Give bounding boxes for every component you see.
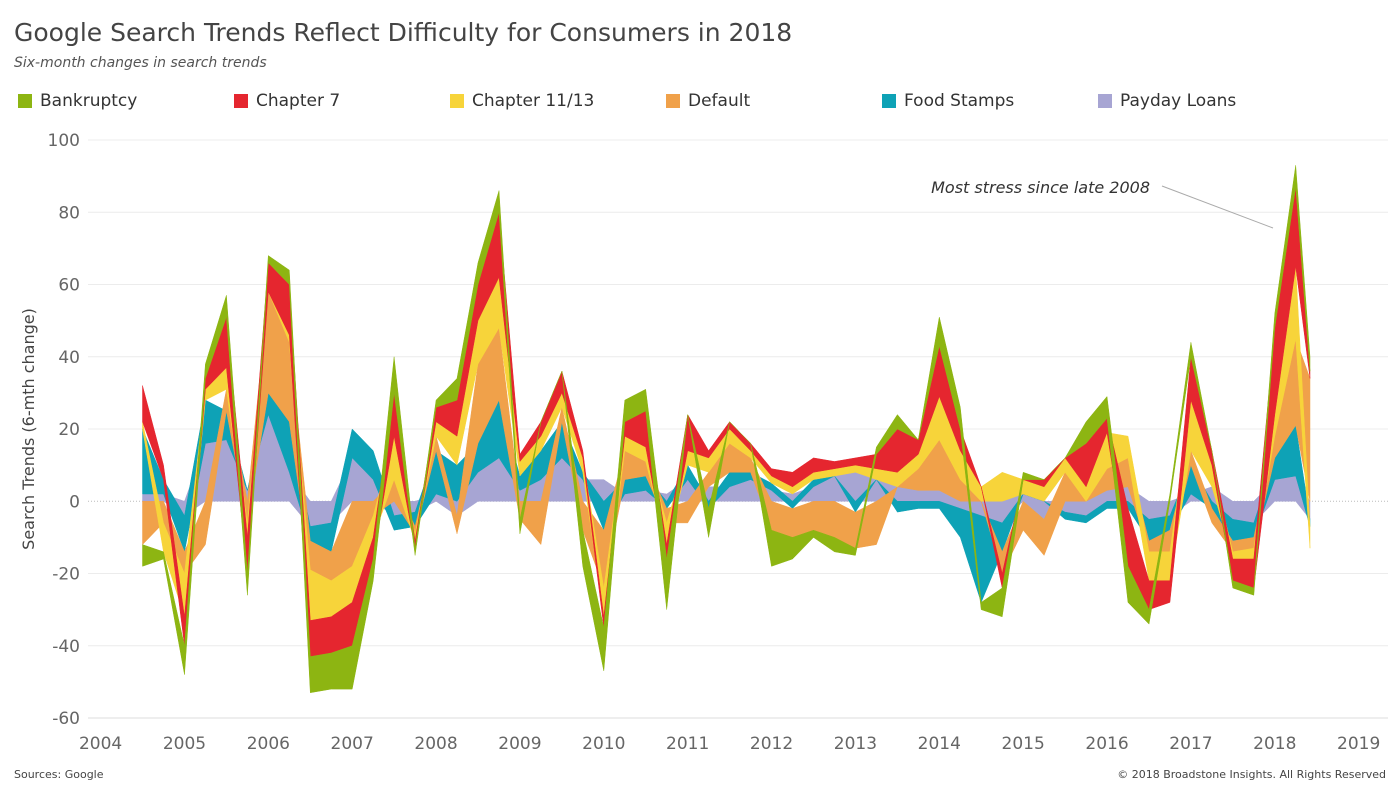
x-tick-label: 2005 (163, 734, 206, 754)
y-tick-label: 0 (69, 492, 80, 512)
x-tick-label: 2016 (1085, 734, 1128, 754)
legend-item-default[interactable]: Default (666, 90, 750, 112)
legend-label: Default (688, 91, 751, 111)
y-tick-label: 60 (58, 276, 80, 296)
legend-swatch (882, 94, 896, 108)
y-axis-title: Search Trends (6-mth change) (19, 308, 38, 550)
chart-title: Google Search Trends Reflect Difficulty … (14, 18, 793, 47)
x-tick-label: 2008 (414, 734, 457, 754)
x-tick-label: 2010 (582, 734, 625, 754)
legend-swatch (450, 94, 464, 108)
x-tick-label: 2012 (750, 734, 793, 754)
legend-item-payday-loans[interactable]: Payday Loans (1098, 90, 1236, 112)
y-tick-label: -20 (52, 565, 80, 585)
x-tick-label: 2011 (666, 734, 709, 754)
legend: Bankruptcy Chapter 7 Chapter 11/13 Defau… (18, 90, 1388, 112)
x-tick-label: 2007 (331, 734, 374, 754)
area-series-group (142, 165, 1311, 693)
legend-item-bankruptcy[interactable]: Bankruptcy (18, 90, 137, 112)
legend-item-food-stamps[interactable]: Food Stamps (882, 90, 1014, 112)
y-tick-label: -60 (52, 709, 80, 729)
chart-subtitle: Six-month changes in search trends (14, 55, 267, 71)
legend-label: Payday Loans (1120, 91, 1237, 111)
legend-label: Bankruptcy (40, 91, 138, 111)
annotation-leader (1161, 185, 1274, 229)
x-tick-label: 2014 (918, 734, 961, 754)
y-tick-label: 40 (58, 348, 80, 368)
y-tick-label: 100 (48, 131, 80, 151)
x-tick-label: 2009 (498, 734, 541, 754)
y-tick-label: 20 (58, 420, 80, 440)
x-tick-label: 2004 (79, 734, 122, 754)
area-bankruptcy (142, 165, 1311, 693)
copyright-note: © 2018 Broadstone Insights. All Rights R… (1117, 768, 1386, 781)
annotation-label: Most stress since late 2008 (931, 178, 1150, 197)
legend-swatch (666, 94, 680, 108)
y-tick-label: 80 (58, 203, 80, 223)
legend-label: Food Stamps (904, 91, 1015, 111)
x-tick-label: 2013 (834, 734, 877, 754)
y-tick-label: -40 (52, 637, 80, 657)
legend-item-chapter-11-13[interactable]: Chapter 11/13 (450, 90, 594, 112)
legend-swatch (234, 94, 248, 108)
legend-label: Chapter 7 (256, 91, 341, 111)
x-tick-label: 2018 (1253, 734, 1296, 754)
legend-swatch (1098, 94, 1112, 108)
x-tick-label: 2019 (1337, 734, 1380, 754)
x-tick-label: 2015 (1002, 734, 1045, 754)
legend-label: Chapter 11/13 (472, 91, 595, 111)
x-tick-label: 2006 (247, 734, 290, 754)
legend-swatch (18, 94, 32, 108)
legend-item-chapter-7[interactable]: Chapter 7 (234, 90, 340, 112)
source-note: Sources: Google (14, 768, 104, 781)
x-tick-label: 2017 (1169, 734, 1212, 754)
